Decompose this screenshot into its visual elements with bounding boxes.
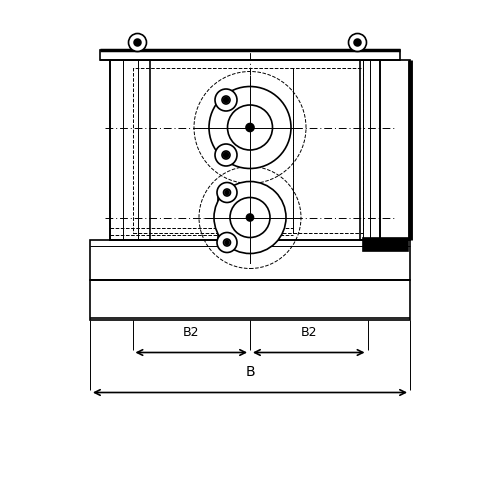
Bar [362, 238, 408, 251]
Circle shape [215, 144, 237, 166]
Circle shape [246, 214, 254, 221]
Circle shape [209, 86, 291, 168]
Text: B: B [245, 364, 255, 378]
Circle shape [217, 182, 237, 203]
Circle shape [217, 232, 237, 252]
Bar [360, 60, 390, 240]
Circle shape [215, 89, 237, 111]
Circle shape [128, 34, 146, 52]
Circle shape [246, 124, 254, 132]
Circle shape [222, 96, 230, 104]
Circle shape [224, 98, 228, 102]
Circle shape [354, 39, 361, 46]
Circle shape [225, 190, 229, 194]
Bar [90, 280, 410, 320]
Bar [100, 50, 400, 60]
Circle shape [214, 182, 286, 254]
Bar [110, 60, 150, 240]
Circle shape [225, 240, 229, 244]
Circle shape [348, 34, 366, 52]
Bar [292, 68, 362, 232]
Text: B2: B2 [300, 326, 317, 338]
Bar [216, 96, 236, 160]
Circle shape [224, 189, 230, 196]
Circle shape [230, 198, 270, 237]
Bar [132, 68, 292, 232]
Circle shape [222, 151, 230, 159]
Bar [380, 60, 410, 240]
Text: B2: B2 [183, 326, 200, 338]
Circle shape [134, 39, 141, 46]
Circle shape [228, 105, 272, 150]
Bar [218, 189, 236, 246]
Bar [90, 240, 410, 280]
Bar [110, 60, 390, 240]
Circle shape [224, 152, 228, 158]
Circle shape [224, 239, 230, 246]
